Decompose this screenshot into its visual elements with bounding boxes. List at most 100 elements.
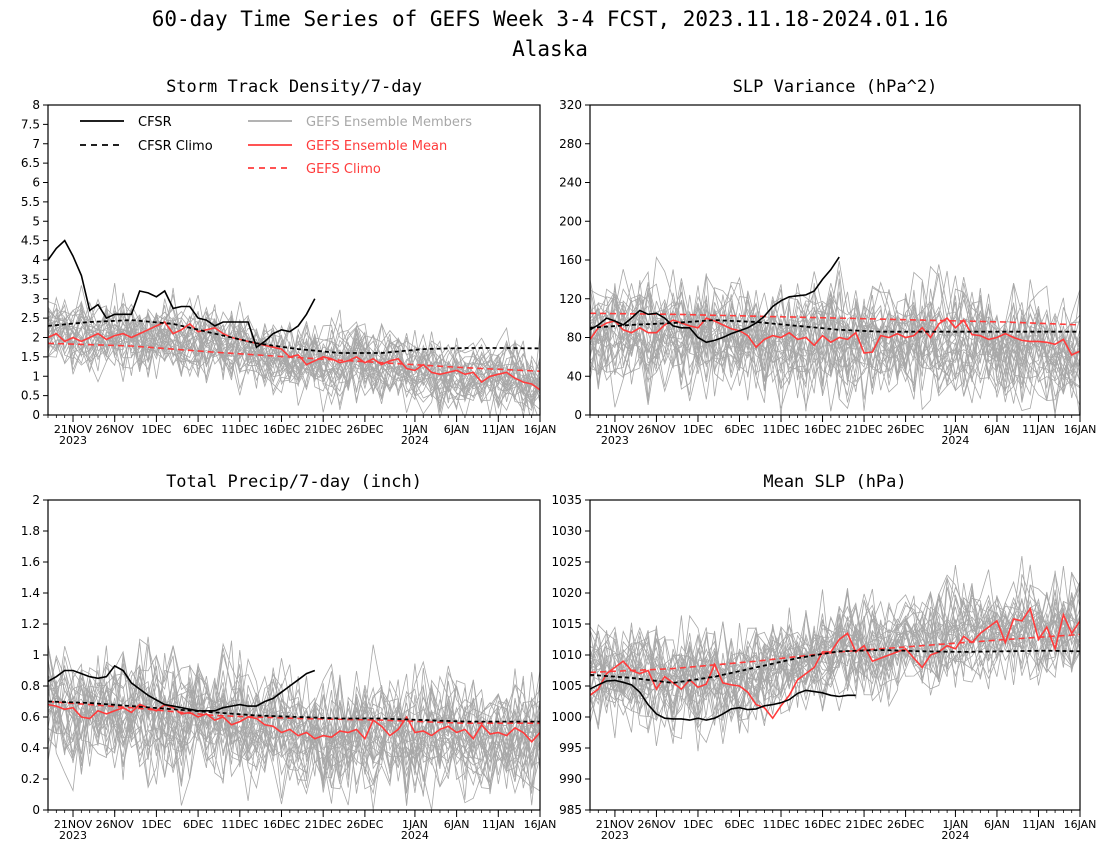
gefs-climo-line (48, 342, 540, 372)
x-tick-label: 26NOV (637, 818, 676, 831)
y-tick-label: 0.6 (21, 710, 40, 724)
ensemble-mean-line (590, 317, 1080, 356)
ensemble-member-line (590, 582, 1080, 744)
legend-cfsr-label: CFSR (138, 115, 172, 130)
cfsr-line (48, 664, 316, 712)
ensemble-member-line (48, 645, 540, 768)
ensemble-member-line (590, 589, 1080, 744)
y-tick-label: 160 (559, 253, 582, 267)
x-tick-label: 26NOV (96, 818, 135, 831)
ensemble-member-line (48, 307, 540, 402)
y-tick-label: 1.5 (21, 350, 40, 364)
cfsr-climo-line (590, 319, 1080, 333)
y-tick-label: 320 (559, 98, 582, 112)
ensemble-member-line (590, 612, 1080, 740)
y-tick-label: 1035 (551, 493, 582, 507)
ensemble-member-line (48, 675, 540, 783)
y-tick-label: 6.5 (21, 156, 40, 170)
ensemble-member-line (590, 603, 1080, 746)
ensemble-member-line (48, 669, 540, 790)
figure-title: 60-day Time Series of GEFS Week 3-4 FCST… (152, 7, 949, 31)
x-tick-label: 16DEC (263, 818, 300, 831)
y-tick-label: 80 (567, 331, 582, 345)
x-tick-label: 6JAN (444, 423, 470, 436)
x-tick-label: 1JAN (402, 423, 428, 436)
x-tick-label: 1JAN (943, 818, 969, 831)
x-tick-label: 11JAN (1022, 818, 1055, 831)
x-tick-label: 21DEC (305, 423, 342, 436)
y-tick-label: 1000 (551, 710, 582, 724)
ensemble-member-line (590, 592, 1080, 722)
x-tick-label: 1DEC (141, 423, 171, 436)
x-tick-label: 21DEC (846, 818, 883, 831)
x-tick-label: 26NOV (96, 423, 135, 436)
x-tick-label: 1JAN (402, 818, 428, 831)
y-tick-label: 200 (559, 214, 582, 228)
x-tick-label: 26NOV (637, 423, 676, 436)
y-tick-label: 0.2 (21, 772, 40, 786)
x-tick-label: 6JAN (984, 818, 1010, 831)
y-tick-label: 1015 (551, 617, 582, 631)
legend-members-label: GEFS Ensemble Members (306, 115, 472, 130)
ensemble-member-line (590, 584, 1080, 721)
x-tick-label: 21DEC (305, 818, 342, 831)
legend: CFSR CFSR Climo GEFS Ensemble Members GE… (80, 115, 472, 177)
ensemble-member-line (590, 594, 1080, 726)
y-tick-label: 280 (559, 137, 582, 151)
x-tick-label: 16JAN (524, 423, 557, 436)
ensemble-member-line (48, 647, 540, 784)
x-tick-label: 6DEC (183, 818, 213, 831)
y-tick-label: 240 (559, 176, 582, 190)
x-tick-label: 21NOV (54, 818, 93, 831)
panel-slp-variance: SLP Variance (hPa^2) 0 40 80 120 160 200 240 280… (559, 77, 1096, 447)
ensemble-member-line (590, 291, 1080, 404)
x-tick-label: 11DEC (221, 423, 258, 436)
x-tick-label: 11DEC (221, 818, 258, 831)
y-tick-label: 1020 (551, 586, 582, 600)
cfsr-line (590, 679, 856, 721)
y-tick-label: 1005 (551, 679, 582, 693)
figure-subtitle: Alaska (512, 37, 588, 61)
panel-storm-track-density: Storm Track Density/7-day 0 0.5 1 1.5 2 2.5 3 3.… (21, 77, 557, 447)
x-tick-label: 6JAN (984, 423, 1010, 436)
plot-area (48, 239, 540, 415)
y-tick-label: 2 (32, 493, 40, 507)
x-tick-label: 16DEC (804, 423, 841, 436)
y-tick-label: 0 (32, 803, 40, 817)
x-tick-label: 16JAN (1064, 423, 1097, 436)
x-tick-label: 26DEC (346, 423, 383, 436)
y-tick-label: 1.6 (21, 555, 40, 569)
x-tick-year: 2024 (401, 829, 429, 842)
ensemble-member-line (590, 283, 1080, 389)
y-tick-label: 985 (559, 803, 582, 817)
x-tick-label: 26DEC (346, 818, 383, 831)
panel-title: SLP Variance (hPa^2) (733, 77, 938, 97)
y-tick-label: 8 (32, 98, 40, 112)
y-tick-label: 5.5 (21, 195, 40, 209)
x-tick-label: 1DEC (141, 818, 171, 831)
ensemble-member-line (590, 283, 1080, 412)
y-tick-label: 1025 (551, 555, 582, 569)
y-tick-label: 1.2 (21, 617, 40, 631)
ensemble-member-line (590, 276, 1080, 403)
ensemble-member-line (48, 310, 540, 413)
ensemble-member-line (590, 294, 1080, 412)
panel-title: Total Precip/7-day (inch) (166, 472, 422, 492)
y-tick-label: 6 (32, 176, 40, 190)
ensemble-mean-line (590, 606, 1080, 720)
ensemble-member-line (590, 589, 1080, 731)
gefs-climo-line (48, 700, 540, 725)
x-tick-label: 11JAN (482, 423, 515, 436)
x-tick-year: 2024 (941, 829, 969, 842)
y-tick-label: 7 (32, 137, 40, 151)
ensemble-member-line (48, 301, 540, 412)
x-tick-label: 16JAN (524, 818, 557, 831)
x-tick-label: 11JAN (482, 818, 515, 831)
plot-area (48, 636, 540, 810)
panel-total-precip: Total Precip/7-day (inch)00.20.40.60.811… (21, 472, 557, 842)
ensemble-member-line (48, 294, 540, 408)
x-tick-label: 21NOV (54, 423, 93, 436)
ensemble-member-line (590, 281, 1080, 396)
y-tick-label: 1010 (551, 648, 582, 662)
x-tick-label: 16DEC (804, 818, 841, 831)
